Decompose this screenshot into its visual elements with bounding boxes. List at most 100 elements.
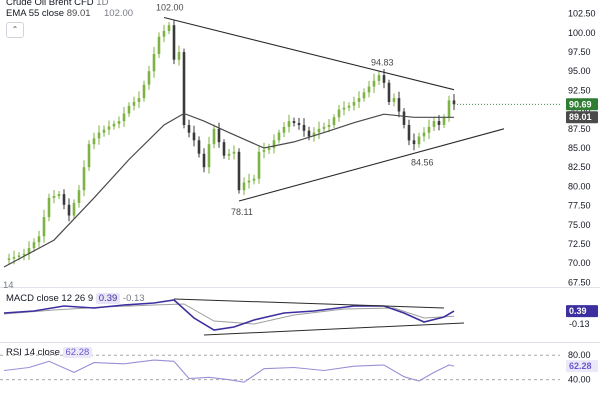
candle-body bbox=[12, 257, 16, 259]
last-price-tag: 90.69 bbox=[569, 99, 592, 109]
candle-body bbox=[262, 149, 266, 152]
candle-body bbox=[247, 180, 251, 183]
candle-body bbox=[337, 109, 341, 118]
candle-body bbox=[137, 98, 141, 102]
candle-body bbox=[312, 132, 316, 137]
candle-body bbox=[317, 128, 321, 133]
candle-body bbox=[27, 248, 31, 254]
candle-body bbox=[217, 128, 221, 143]
ema-legend-label: EMA 55 close bbox=[6, 8, 65, 19]
ema-legend-value: 89.01 bbox=[66, 8, 91, 19]
candle-body bbox=[422, 132, 426, 137]
candle-body bbox=[222, 142, 226, 156]
candle-body bbox=[207, 144, 211, 168]
candle-body bbox=[57, 194, 61, 196]
candle-body bbox=[347, 105, 351, 108]
macd-line bbox=[3, 299, 455, 331]
candle-body bbox=[82, 167, 86, 191]
macd-legend[interactable]: MACD close 12 26 9 0.39 -0.13 bbox=[6, 293, 145, 304]
rsi-legend[interactable]: RSI 14 close 62.28 bbox=[6, 347, 93, 358]
candle-body bbox=[7, 258, 11, 260]
candle-body bbox=[187, 125, 191, 133]
interval-label: 1D bbox=[96, 0, 109, 8]
candle-body bbox=[132, 101, 136, 106]
candle-body bbox=[197, 140, 201, 154]
candle-body bbox=[62, 194, 66, 205]
rsi-value-tag-bg bbox=[566, 360, 598, 373]
collapse-legend-button[interactable]: ⌃ bbox=[6, 22, 24, 38]
candle-body bbox=[77, 190, 81, 203]
candle-body bbox=[292, 121, 296, 123]
price-tick-label: 67.50 bbox=[568, 277, 591, 287]
candle-body bbox=[377, 75, 381, 81]
candle-body bbox=[182, 52, 186, 125]
candle-body bbox=[112, 123, 116, 127]
price-tick-label: 80.00 bbox=[568, 181, 591, 191]
candle-body bbox=[22, 253, 26, 256]
candle-body bbox=[232, 151, 236, 154]
candle-body bbox=[412, 140, 416, 145]
candle-body bbox=[282, 126, 286, 133]
symbol-name: Crude Oil Brent CFD bbox=[6, 0, 94, 8]
price-tick-label: 85.00 bbox=[568, 143, 591, 153]
macd-value-tag-bg bbox=[566, 305, 598, 318]
candle-body bbox=[42, 217, 46, 237]
candle-body bbox=[202, 153, 206, 168]
candle-body bbox=[297, 123, 301, 125]
price-tick-label: 82.50 bbox=[568, 162, 591, 172]
candle-body bbox=[87, 144, 91, 168]
ema55-line bbox=[3, 112, 454, 268]
candle-body bbox=[52, 196, 56, 198]
ema-legend[interactable]: EMA 55 close 89.01 bbox=[6, 8, 91, 19]
candle-body bbox=[442, 117, 446, 125]
candle-body bbox=[162, 30, 166, 37]
candle-body bbox=[127, 105, 131, 114]
candle-body bbox=[362, 92, 366, 99]
candle-body bbox=[72, 202, 76, 216]
trendline-upper bbox=[163, 16, 455, 91]
macd-trendline bbox=[203, 322, 465, 336]
candle-body bbox=[322, 126, 326, 129]
candle-body bbox=[402, 111, 406, 125]
candle-body bbox=[307, 130, 311, 137]
candle-body bbox=[302, 125, 306, 131]
price-tick-label: 92.50 bbox=[568, 85, 591, 95]
macd-signal-tag: -0.13 bbox=[569, 319, 590, 329]
candle-body bbox=[212, 128, 216, 145]
candle-body bbox=[102, 129, 106, 133]
candle-body bbox=[382, 75, 386, 83]
candle-body bbox=[272, 140, 276, 148]
candle-body bbox=[432, 121, 436, 127]
candle-body bbox=[252, 178, 256, 181]
candle-body bbox=[332, 117, 336, 125]
candle-body bbox=[387, 82, 391, 102]
trendline-lower bbox=[238, 128, 505, 202]
rsi-legend-label: RSI 14 close bbox=[6, 347, 60, 358]
candle-body bbox=[177, 52, 181, 60]
candle-body bbox=[32, 242, 36, 249]
ema-price-tag-bg bbox=[566, 111, 598, 124]
candle-body bbox=[117, 121, 121, 124]
candle-body bbox=[67, 204, 71, 216]
price-tick-label: 100.00 bbox=[568, 28, 596, 38]
candle-body bbox=[192, 132, 196, 141]
candle-body bbox=[427, 126, 431, 133]
candle-body bbox=[122, 113, 126, 122]
macd-trendline bbox=[173, 298, 445, 309]
price-annotation: 78.11 bbox=[231, 207, 253, 217]
candle-body bbox=[97, 132, 101, 139]
candle-body bbox=[372, 80, 376, 87]
rsi-value-tag: 62.28 bbox=[569, 361, 592, 371]
candle-body bbox=[267, 148, 271, 150]
candle-body bbox=[257, 151, 261, 179]
candle-body bbox=[367, 86, 371, 93]
price-annotation: 84.56 bbox=[411, 157, 434, 167]
ema-hover-value: 102.00 bbox=[104, 8, 134, 19]
candle-body bbox=[167, 25, 171, 31]
symbol-title: Crude Oil Brent CFD 1D bbox=[6, 0, 108, 8]
candle-body bbox=[147, 71, 151, 85]
candle-body bbox=[157, 36, 161, 54]
macd-legend-signal: -0.13 bbox=[122, 293, 145, 304]
